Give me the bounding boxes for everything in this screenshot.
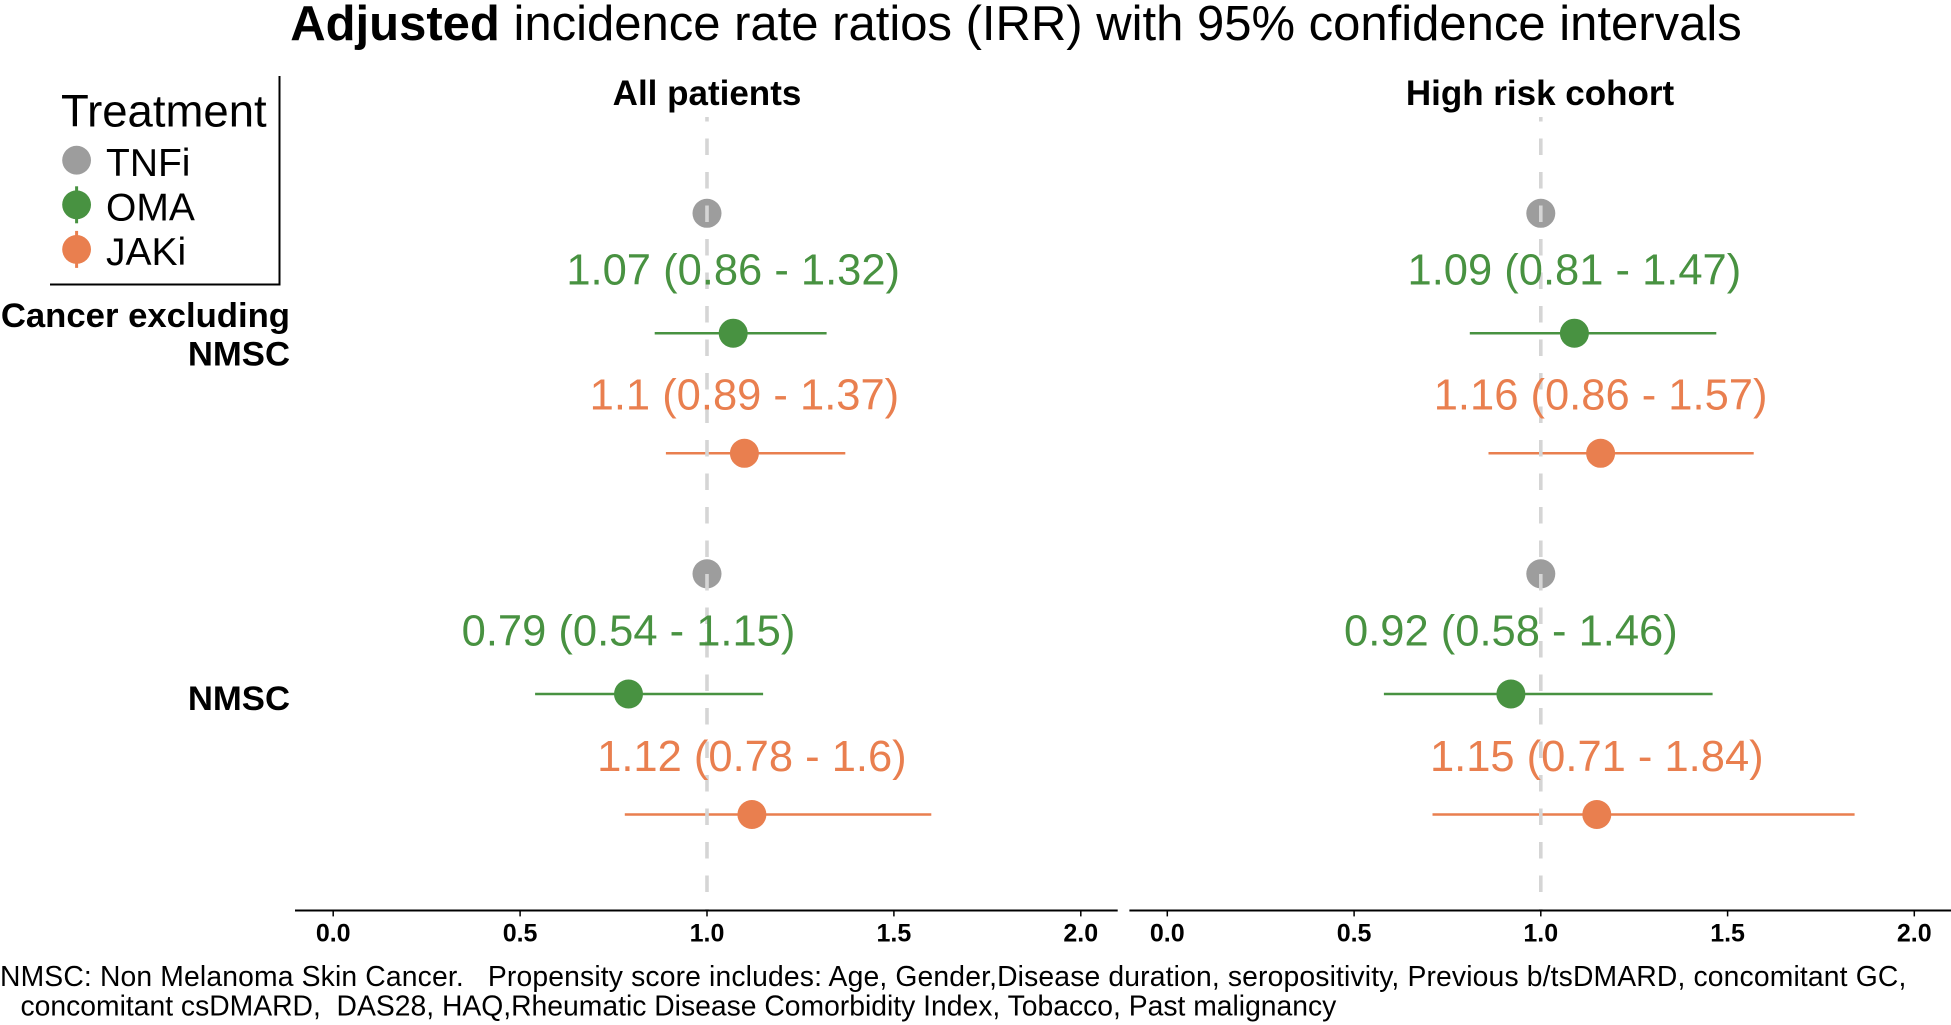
svg-text:0.0: 0.0 <box>316 920 351 948</box>
svg-text:Cancer excluding: Cancer excluding <box>1 297 290 335</box>
svg-text:1.12 (0.78 - 1.6): 1.12 (0.78 - 1.6) <box>597 733 907 781</box>
svg-text:0.0: 0.0 <box>1150 920 1185 948</box>
svg-text:0.92 (0.58 - 1.46): 0.92 (0.58 - 1.46) <box>1344 608 1678 656</box>
svg-text:0.5: 0.5 <box>1337 920 1372 948</box>
svg-text:1.1 (0.89 - 1.37): 1.1 (0.89 - 1.37) <box>590 372 900 420</box>
svg-text:0.79 (0.54 - 1.15): 0.79 (0.54 - 1.15) <box>462 608 796 656</box>
svg-text:1.15 (0.71 - 1.84): 1.15 (0.71 - 1.84) <box>1430 733 1764 781</box>
svg-text:1.16 (0.86 - 1.57): 1.16 (0.86 - 1.57) <box>1434 372 1768 420</box>
svg-text:2.0: 2.0 <box>1063 920 1098 948</box>
svg-text:All patients: All patients <box>613 74 802 113</box>
svg-text:High risk cohort: High risk cohort <box>1406 74 1675 113</box>
svg-text:NMSC: Non Melanoma Skin Cancer: NMSC: Non Melanoma Skin Cancer. Propensi… <box>0 960 1906 992</box>
svg-text:JAKi: JAKi <box>106 231 186 274</box>
svg-text:1.5: 1.5 <box>1710 920 1745 948</box>
svg-text:NMSC: NMSC <box>188 336 290 374</box>
svg-text:concomitant csDMARD, DAS28, H: concomitant csDMARD, DAS28, HAQ,Rheumati… <box>21 990 1338 1022</box>
svg-text:2.0: 2.0 <box>1897 920 1932 948</box>
svg-text:OMA: OMA <box>106 187 195 230</box>
svg-text:TNFi: TNFi <box>106 142 190 185</box>
svg-text:Treatment: Treatment <box>61 86 267 137</box>
svg-text:1.07 (0.86 - 1.32): 1.07 (0.86 - 1.32) <box>566 247 900 295</box>
svg-text:Adjusted incidence rate ratios: Adjusted incidence rate ratios (IRR) wit… <box>290 0 1742 51</box>
svg-text:1.09 (0.81 - 1.47): 1.09 (0.81 - 1.47) <box>1408 247 1742 295</box>
svg-text:1.0: 1.0 <box>1523 920 1558 948</box>
svg-text:0.5: 0.5 <box>503 920 538 948</box>
svg-text:1.5: 1.5 <box>877 920 912 948</box>
svg-text:1.0: 1.0 <box>690 920 725 948</box>
svg-text:NMSC: NMSC <box>188 680 290 718</box>
